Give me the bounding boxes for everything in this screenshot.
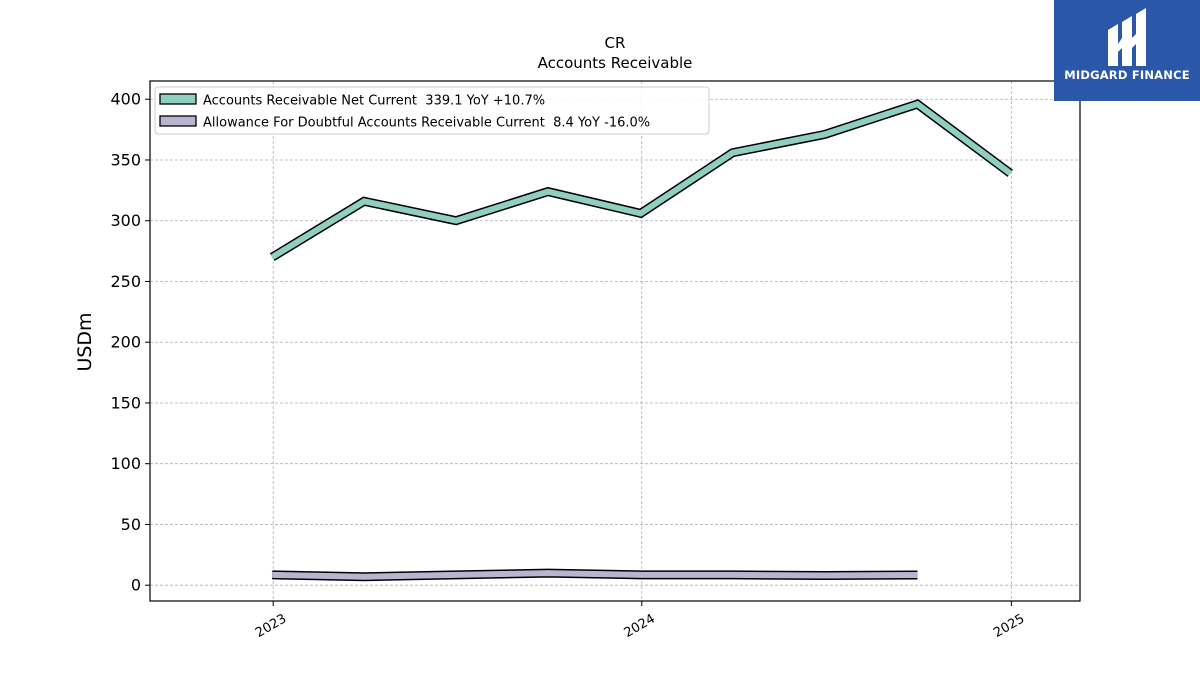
legend-box [154,86,710,135]
legend-label-allowance: Allowance For Doubtful Accounts Receivab… [203,116,650,131]
grid [150,81,1080,601]
data-point [824,133,826,135]
plot-frame [149,80,1081,602]
y-tick-label: 300 [110,211,141,230]
y-tick-label: 0 [131,576,141,595]
data-point [916,103,918,105]
data-point [363,576,365,578]
series-line-1 [272,570,918,580]
chart-title: CR [605,34,626,52]
y-tick-label: 200 [110,333,141,352]
data-point [824,574,826,576]
y-tick-label: 350 [110,150,141,169]
series-layer [269,99,1013,582]
y-tick-label: 250 [110,272,141,291]
data-point [732,152,734,154]
data-point [732,574,734,576]
y-tick-label: 150 [110,393,141,412]
data-point [271,574,273,576]
chart-subtitle: Accounts Receivable [538,54,693,72]
data-point [271,256,273,258]
y-tick-label: 50 [121,515,141,534]
y-tick-label: 400 [110,90,141,109]
data-point [455,220,457,222]
data-point [455,574,457,576]
y-tick-label: 100 [110,454,141,473]
y-ticks: 0 50 100 150 200 250 300 350 400 [110,90,150,595]
x-tick-label: 2024 [622,611,658,641]
data-point [1009,172,1011,174]
legend-swatch-ar [159,93,197,105]
data-point [640,212,642,214]
midgard-finance-logo: MIDGARD FINANCE [1054,0,1200,101]
logo-text: MIDGARD FINANCE [1064,68,1190,82]
legend-label-ar: Accounts Receivable Net Current 339.1 Yo… [203,94,545,109]
x-ticks: 2023 2024 2025 [253,601,1027,641]
x-tick-label: 2025 [991,611,1027,641]
data-point [916,574,918,576]
data-point [363,200,365,202]
y-axis-label: USDm [74,312,96,371]
legend: Accounts Receivable Net Current 339.1 Yo… [154,86,710,135]
legend-swatch-allowance [159,115,197,127]
data-point [547,191,549,193]
data-point [547,572,549,574]
midgard-logo-icon [1108,8,1146,66]
data-point [640,574,642,576]
x-tick-label: 2023 [253,611,289,641]
